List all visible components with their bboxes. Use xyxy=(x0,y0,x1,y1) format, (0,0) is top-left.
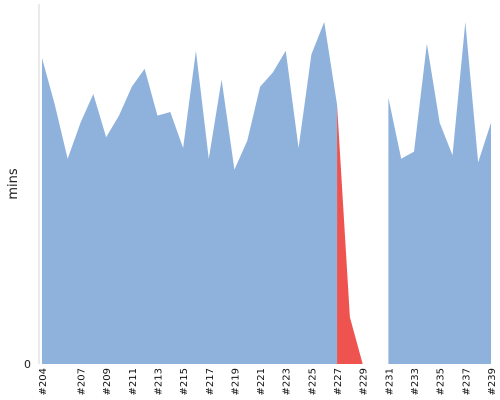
y-axis-title: mins xyxy=(6,168,21,200)
x-tick-label: #233 xyxy=(410,368,421,395)
x-tick-labels: #204 #207 #209 #211 #213 #215 #217 #219 #221 #223… xyxy=(38,368,498,395)
x-tick-label: #219 xyxy=(230,368,241,395)
area-failed-0 xyxy=(337,104,363,365)
area-success-0 xyxy=(42,22,338,364)
chart-areas xyxy=(42,22,491,365)
x-tick-label: #204 xyxy=(38,368,49,395)
x-tick-label: #213 xyxy=(153,368,164,395)
x-tick-label: #235 xyxy=(436,368,447,395)
area-success-1 xyxy=(388,22,491,364)
x-tick-label: #225 xyxy=(307,368,318,395)
x-tick-label: #239 xyxy=(487,368,498,395)
x-tick-label: #207 xyxy=(76,368,87,395)
x-tick-label: #211 xyxy=(128,368,139,395)
x-tick-label: #221 xyxy=(256,368,267,395)
x-tick-label: #227 xyxy=(333,368,344,395)
x-tick-label: #215 xyxy=(179,368,190,395)
y-tick-label-0: 0 xyxy=(24,358,31,371)
x-tick-label: #231 xyxy=(384,368,395,395)
x-tick-label: #237 xyxy=(461,368,472,395)
x-tick-label: #209 xyxy=(102,368,113,395)
x-tick-label: #217 xyxy=(205,368,216,395)
x-tick-label: #223 xyxy=(282,368,293,395)
x-tick-label: #229 xyxy=(359,368,370,395)
